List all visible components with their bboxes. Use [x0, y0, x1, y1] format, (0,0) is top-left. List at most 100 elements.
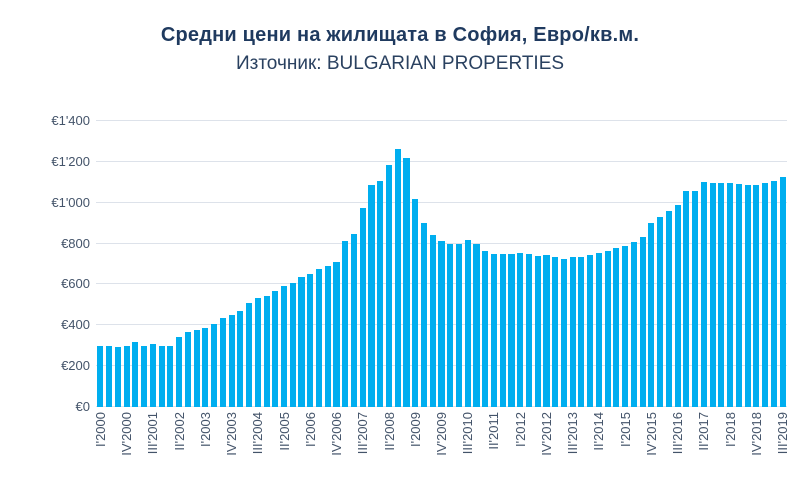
bar — [263, 295, 270, 407]
bar — [394, 148, 401, 407]
x-tick-label: IV'2000 — [119, 412, 135, 456]
bar — [211, 324, 218, 407]
bar — [202, 328, 209, 407]
chart-title: Средни цени на жилищата в София, Евро/кв… — [160, 24, 640, 46]
bar — [692, 190, 699, 407]
bar — [525, 254, 533, 407]
bar — [648, 223, 655, 407]
bar — [368, 185, 375, 407]
bar — [569, 256, 576, 407]
bar — [552, 257, 559, 407]
bar — [429, 235, 436, 407]
x-tick-label: I'2015 — [617, 412, 633, 448]
bar — [490, 254, 498, 407]
bar — [709, 182, 716, 407]
bar — [315, 269, 323, 407]
bar — [770, 181, 777, 407]
x-tick-label: IV'2003 — [224, 412, 240, 456]
x-tick-label: IV'2006 — [329, 412, 345, 456]
bar — [622, 245, 629, 407]
x-tick-label: II'2014 — [591, 412, 607, 451]
bar — [272, 290, 279, 407]
bar — [307, 273, 314, 407]
bar — [455, 243, 463, 407]
bar — [237, 311, 244, 407]
bar — [587, 254, 594, 407]
bar — [753, 184, 760, 407]
x-tick-label: III'2010 — [460, 412, 476, 455]
bar — [280, 285, 288, 407]
y-tick-label: €800 — [61, 235, 90, 251]
y-tick-label: €1'000 — [51, 194, 90, 210]
y-tick-label: €0 — [75, 399, 90, 414]
bar — [359, 207, 366, 407]
bar — [193, 330, 200, 407]
x-tick-label: III'2001 — [145, 412, 161, 455]
y-axis: €0 €200 €400 €600 €800 €1'000 €1'200 €1'400 — [0, 0, 90, 501]
x-tick-label: III'2004 — [250, 412, 266, 455]
bar — [517, 253, 524, 407]
x-tick-label: IV'2018 — [748, 412, 764, 456]
bar — [219, 318, 226, 407]
bar — [149, 343, 156, 407]
bar — [762, 183, 769, 407]
bar — [97, 345, 104, 407]
bar — [700, 182, 707, 407]
x-tick-label: IV'2015 — [643, 412, 659, 456]
bar — [482, 251, 489, 407]
bar — [630, 242, 637, 407]
bar — [473, 243, 480, 407]
bar — [132, 342, 139, 407]
bar — [674, 204, 681, 407]
bar — [176, 336, 183, 407]
bar — [412, 199, 419, 407]
bar — [744, 184, 751, 407]
x-tick-label: III'2016 — [670, 412, 686, 455]
x-tick-label: II'2002 — [171, 412, 187, 451]
x-tick-label: I'2009 — [407, 412, 423, 448]
y-tick-label: €1'400 — [51, 113, 90, 128]
bar — [184, 332, 191, 407]
bar — [114, 346, 121, 407]
y-tick-label: €600 — [61, 276, 90, 292]
bar — [543, 254, 550, 407]
x-tick-label: II'2011 — [486, 412, 502, 450]
x-tick-label: II'2008 — [381, 412, 397, 451]
bar — [246, 303, 253, 407]
x-tick-label: I'2000 — [92, 412, 108, 448]
bar — [718, 183, 725, 407]
chart-subtitle: Източник: BULGARIAN PROPERTIES — [235, 53, 565, 74]
bar — [324, 265, 331, 407]
bar — [298, 277, 305, 407]
y-tick-label: €200 — [61, 358, 90, 374]
bar — [604, 250, 611, 407]
y-tick-label: €1'200 — [51, 153, 90, 169]
bar — [167, 345, 174, 407]
bar — [123, 345, 130, 407]
bar — [447, 244, 454, 407]
gridline — [96, 120, 787, 121]
bar — [158, 346, 165, 407]
bar — [683, 191, 690, 407]
x-tick-label: IV'2009 — [434, 412, 449, 456]
x-tick-label: II'2005 — [276, 412, 292, 451]
x-tick-label: III'2019 — [775, 412, 791, 455]
x-tick-label: I'2018 — [722, 412, 738, 448]
bar — [350, 234, 358, 407]
x-tick-label: IV'2012 — [538, 412, 554, 456]
bar — [420, 223, 428, 407]
bar — [665, 210, 672, 407]
bar — [464, 240, 471, 407]
bar — [289, 283, 296, 407]
bar — [578, 257, 585, 407]
bar — [106, 346, 113, 407]
gridline — [96, 201, 787, 203]
x-tick-label: I'2012 — [512, 412, 528, 448]
bar — [639, 237, 646, 407]
bar — [228, 315, 235, 407]
bar — [141, 345, 148, 407]
plot-area — [96, 120, 787, 407]
bar — [377, 180, 384, 407]
bar — [342, 240, 349, 407]
